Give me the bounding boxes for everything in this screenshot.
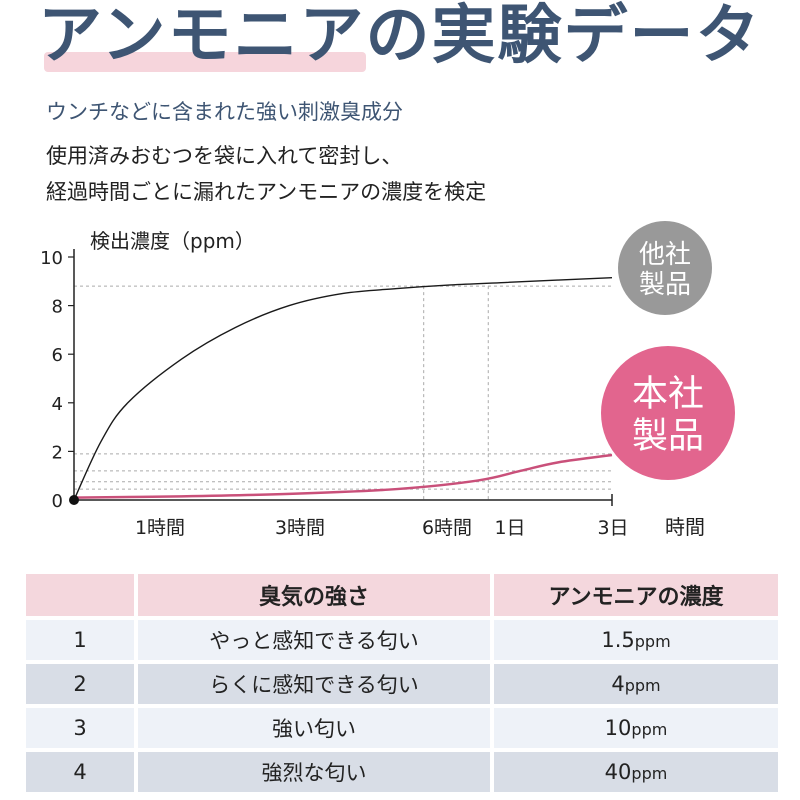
- level-cell: 1: [26, 620, 134, 660]
- odor-description-cell: 強烈な匂い: [138, 752, 490, 792]
- y-tick-label-2: 2: [52, 442, 63, 463]
- description-line-1: 使用済みおむつを袋に入れて密封し、: [46, 144, 403, 168]
- header-odor-strength: 臭気の強さ: [138, 574, 490, 616]
- x-axis-label: 時間: [665, 515, 705, 539]
- concentration-cell: 40ppm: [494, 752, 778, 792]
- x-tick-label-4: 3日: [597, 517, 628, 539]
- concentration-value: 10: [604, 716, 632, 740]
- x-tick-label-3: 1日: [494, 517, 525, 539]
- chart-axes: [68, 249, 613, 506]
- y-tick-label-6: 6: [52, 345, 63, 366]
- header-level: [26, 574, 134, 616]
- odor-description-cell: やっと感知できる匂い: [138, 620, 490, 660]
- table-row: 1 やっと感知できる匂い 1.5ppm: [26, 620, 778, 660]
- x-tick-label-2: 6時間: [422, 517, 472, 539]
- title-underline: [44, 52, 366, 72]
- badge-circle-1: [601, 346, 735, 480]
- table-row: 4 強烈な匂い 40ppm: [26, 752, 778, 792]
- header-ammonia-concentration: アンモニアの濃度: [494, 574, 778, 616]
- odor-description-cell: らくに感知できる匂い: [138, 664, 490, 704]
- y-tick-label-4: 4: [52, 394, 63, 415]
- concentration-unit: ppm: [631, 764, 668, 783]
- x-tick-label-0: 1時間: [135, 517, 185, 539]
- y-tick-label-10: 10: [40, 248, 63, 269]
- concentration-unit: ppm: [634, 632, 671, 651]
- badge-label-1-1: 製品: [632, 416, 704, 457]
- concentration-value: 1.5: [601, 628, 635, 652]
- chart-labels: 0 2 4 6 8 10 1時間 3時間 6時間 1日 3日 検出濃度（ppm） 時間: [40, 229, 705, 539]
- concentration-value: 40: [604, 760, 632, 784]
- level-cell: 3: [26, 708, 134, 748]
- page-subtitle: ウンチなどに含まれた強い刺激臭成分: [46, 100, 403, 124]
- table-header-row: 臭気の強さ アンモニアの濃度: [26, 574, 778, 616]
- origin-point: [69, 495, 79, 505]
- badge-label-0-1: 製品: [639, 270, 691, 300]
- badge-label-0-0: 他社: [639, 240, 691, 270]
- y-tick-label-8: 8: [52, 297, 63, 318]
- concentration-cell: 1.5ppm: [494, 620, 778, 660]
- series-line-0: [73, 276, 613, 501]
- y-axis-label: 検出濃度（ppm）: [90, 229, 255, 253]
- page-title: アンモニアの実験データ: [38, 0, 762, 73]
- description-line-2: 経過時間ごとに漏れたアンモニアの濃度を検定: [46, 180, 487, 204]
- badge-circle-0: [618, 221, 712, 315]
- odor-description-cell: 強い匂い: [138, 708, 490, 748]
- concentration-cell: 10ppm: [494, 708, 778, 748]
- table-row: 3 強い匂い 10ppm: [26, 708, 778, 748]
- x-tick-label-1: 3時間: [275, 517, 325, 539]
- level-cell: 4: [26, 752, 134, 792]
- badge-label-1-0: 本社: [632, 374, 704, 415]
- concentration-cell: 4ppm: [494, 664, 778, 704]
- series-line-1: [73, 453, 613, 499]
- y-tick-label-0: 0: [52, 491, 63, 512]
- concentration-unit: ppm: [631, 720, 668, 739]
- chart-series: [69, 276, 613, 505]
- concentration-value: 4: [611, 672, 625, 696]
- table-row: 2 らくに感知できる匂い 4ppm: [26, 664, 778, 704]
- odor-strength-table: 臭気の強さ アンモニアの濃度 1 やっと感知できる匂い 1.5ppm 2 らくに…: [22, 570, 778, 796]
- concentration-unit: ppm: [624, 676, 661, 695]
- level-cell: 2: [26, 664, 134, 704]
